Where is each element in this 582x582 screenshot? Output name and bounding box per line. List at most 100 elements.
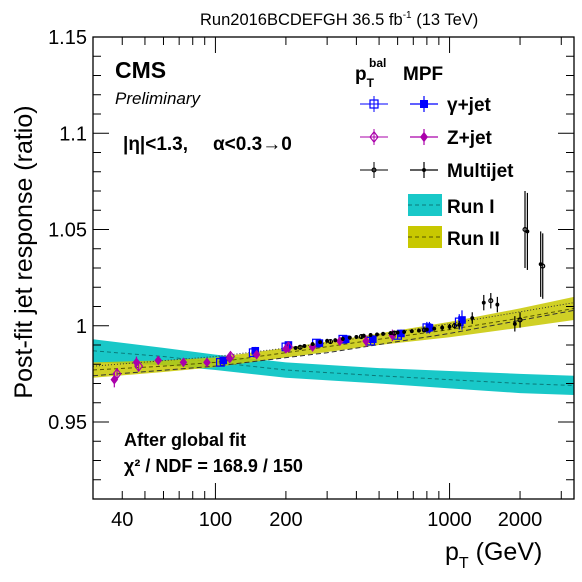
- data-point-multijet-20: [440, 324, 445, 331]
- y-tick-label: 1.1: [59, 123, 87, 145]
- marker-circle: [447, 324, 452, 329]
- data-point-multijet-22: [457, 320, 462, 329]
- data-point-multijet-21: [447, 323, 452, 330]
- legend-label: Z+jet: [447, 128, 493, 149]
- legend-entry-2: Multijet: [360, 161, 514, 182]
- band-center-run-i: [92, 350, 575, 386]
- data-point-multijet-16: [409, 329, 414, 334]
- data-point-jet-17: [458, 310, 466, 330]
- data-point-jet-15: [397, 329, 405, 338]
- marker-circle: [517, 317, 523, 323]
- marker-circle: [488, 298, 494, 304]
- marker-circle: [375, 332, 379, 337]
- legend-entry-0: γ+jet: [360, 95, 492, 116]
- data-point-multijet-2: [310, 342, 315, 346]
- legend-label: Multijet: [447, 161, 514, 182]
- cms-logo: CMS: [115, 57, 166, 83]
- marker-circle: [470, 316, 475, 320]
- marker-circle: [302, 344, 307, 348]
- y-axis-title: Post-fit jet response (ratio): [10, 105, 38, 398]
- marker-diamond: [112, 367, 122, 380]
- marker-circle: [481, 300, 486, 305]
- marker-circle: [440, 325, 445, 330]
- legend-entry-4: Run II: [408, 226, 500, 250]
- data-point-multijet-10: [368, 333, 373, 337]
- marker-circle: [381, 331, 386, 336]
- y-tick-label: 1.15: [48, 27, 87, 49]
- marker-circle: [409, 329, 414, 334]
- alpha-selection: α<0.3→0: [213, 134, 292, 155]
- run-label: Run2016BCDEFGH 36.5 fb-1 (13 TeV): [200, 10, 478, 29]
- data-point-multijet-8: [354, 334, 359, 339]
- data-point-multijet-23: [470, 312, 475, 324]
- data-point-multijet-26: [512, 316, 517, 332]
- marker-circle: [310, 342, 315, 346]
- data-point-jet-16: [425, 321, 434, 334]
- data-point-zjet-10: [362, 335, 370, 347]
- data-point-multijet-24: [481, 294, 486, 311]
- data-point-multijet-13: [388, 331, 393, 336]
- data-point-zjet-2: [154, 355, 163, 366]
- marker-circle: [522, 226, 528, 233]
- marker-square: [397, 329, 405, 338]
- marker-circle: [327, 338, 334, 345]
- data-point-multijet-25: [495, 296, 500, 313]
- preliminary-label: Preliminary: [115, 89, 202, 108]
- marker-circle: [451, 323, 458, 329]
- legend-header-mpf: MPF: [403, 64, 443, 85]
- marker-circle: [512, 321, 517, 326]
- data-point-multijet-7: [347, 335, 352, 340]
- data-point-zjet-3: [179, 357, 188, 368]
- marker-circle: [388, 331, 393, 336]
- data-point-multijet-12: [381, 331, 386, 336]
- legend-marker-open: [371, 167, 377, 173]
- legend-marker-filled: [422, 168, 426, 172]
- legend-entry-3: Run I: [408, 194, 495, 218]
- data-point-multijet-29: [297, 344, 303, 350]
- legend-label: Run II: [447, 229, 500, 250]
- legend: pT bal MPF γ+jet Z+jet Multijet Run I Run II: [355, 56, 514, 250]
- marker-circle: [318, 340, 323, 345]
- data-point-multijet-35: [488, 293, 494, 309]
- marker-circle: [391, 330, 397, 336]
- marker-square: [425, 323, 434, 332]
- legend-marker-open: [369, 99, 379, 109]
- data-point-zjet-15: [283, 341, 293, 353]
- data-point-multijet-30: [327, 338, 334, 345]
- fit-line-1: [92, 302, 575, 367]
- data-point-multijet-3: [318, 340, 323, 345]
- data-point-multijet-33: [421, 327, 427, 333]
- data-point-multijet-6: [340, 336, 345, 341]
- marker-square: [219, 356, 228, 365]
- data-points-layer: [110, 191, 546, 388]
- marker-square: [368, 335, 377, 344]
- data-point-jet-14: [368, 335, 377, 344]
- marker-diamond: [225, 353, 234, 364]
- marker-diamond: [252, 349, 261, 360]
- marker-square: [251, 346, 260, 355]
- marker-diamond: [225, 350, 236, 363]
- chi2-text: χ² / NDF = 168.9 / 150: [124, 456, 303, 476]
- data-point-multijet-37: [522, 191, 528, 268]
- data-point-multijet-1: [302, 344, 307, 348]
- marker-circle: [333, 338, 338, 343]
- marker-diamond: [134, 360, 144, 373]
- marker-circle: [457, 322, 462, 327]
- data-point-jet-9: [219, 356, 228, 365]
- marker-diamond: [283, 341, 293, 353]
- marker-diamond: [154, 355, 163, 366]
- data-point-multijet-11: [375, 332, 379, 337]
- legend-header-bal: bal: [369, 56, 386, 70]
- marker-diamond: [362, 336, 370, 347]
- y-tick-label: 1.05: [48, 220, 87, 242]
- marker-circle: [347, 335, 352, 340]
- data-point-zjet-6: [252, 349, 261, 360]
- band-run-i: [93, 339, 574, 396]
- bands-layer: [92, 296, 575, 396]
- y-tick-label: 0.95: [48, 412, 87, 434]
- marker-circle: [340, 336, 345, 341]
- x-tick-label: 2000: [498, 509, 543, 531]
- data-point-multijet-19: [432, 326, 437, 331]
- legend-label: Run I: [447, 197, 495, 218]
